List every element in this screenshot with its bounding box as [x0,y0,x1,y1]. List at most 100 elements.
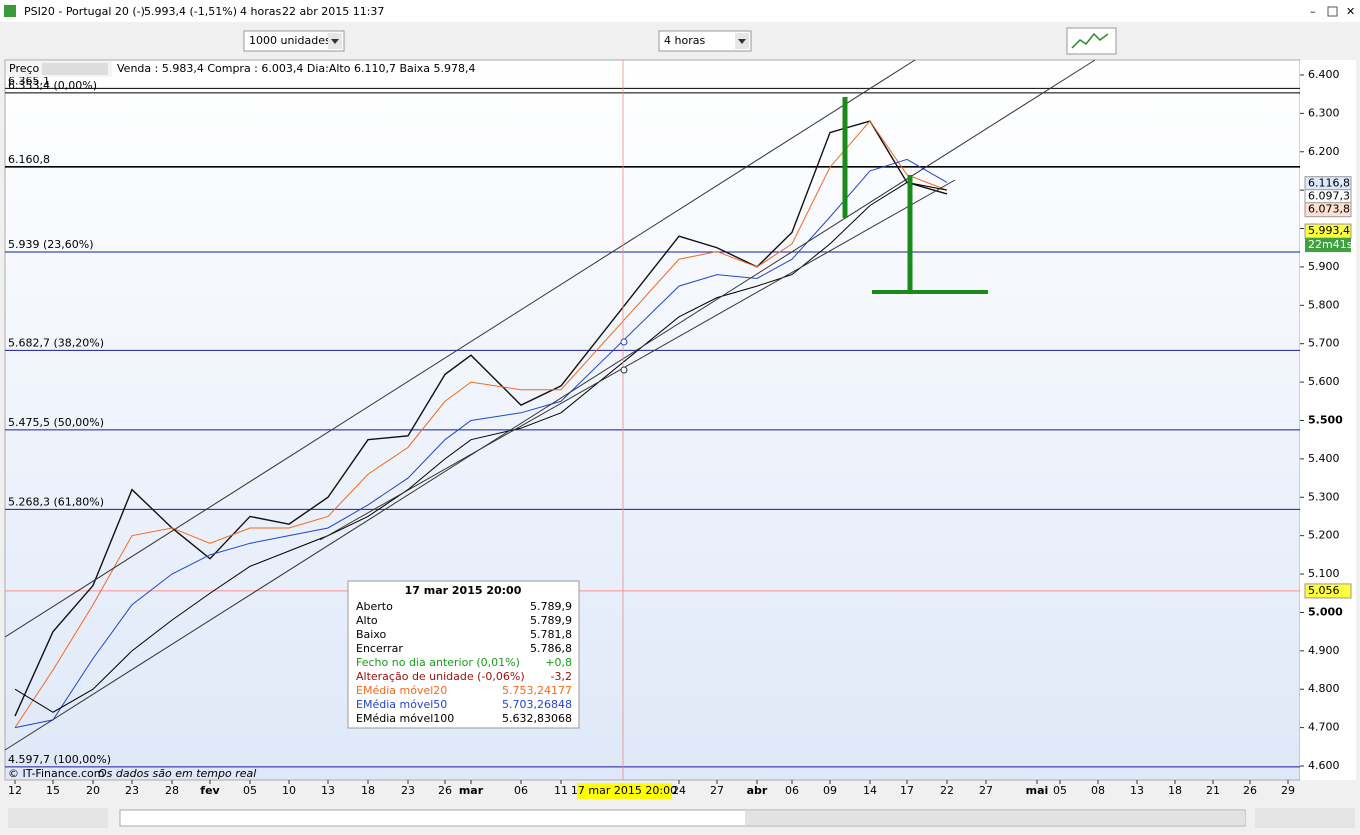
x-tick-label: 13 [1130,784,1144,797]
tooltip-key: Alteração de unidade (-0,06%) [356,670,525,683]
x-tick-label: 27 [710,784,724,797]
y-tick-label: 6.400 [1308,68,1340,81]
x-tick-label: 21 [1206,784,1220,797]
arrow-icon [738,39,746,44]
y-tick-label: 4.800 [1308,682,1340,695]
x-tick-label: 05 [243,784,257,797]
level-label: 6.365,1 [8,74,50,87]
realtime-note: Os dados são em tempo real [98,767,256,780]
tooltip-value: 5.789,9 [530,614,572,627]
x-tick-label: abr [747,784,768,797]
x-tick-label: 06 [514,784,528,797]
plot-area [4,59,1301,781]
channel-upper [4,59,916,638]
y-tick-label: 5.500 [1308,413,1343,426]
level-label: 5.475,5 (50,00%) [8,416,104,429]
crosshair-dot [620,338,628,346]
quantity-dropdown[interactable] [243,30,345,52]
x-tick-label: 12 [8,784,22,797]
crosshair-dot [620,366,628,374]
x-tick-label: 09 [823,784,837,797]
quantity-value: 1000 unidades [249,34,331,47]
x-tick-label: 18 [361,784,375,797]
interval-dropdown[interactable] [658,30,752,52]
tooltip-value: 5.786,8 [530,642,572,655]
tooltip-key: Encerrar [356,642,403,655]
arrow-icon [331,39,339,44]
countdown-tag [1305,238,1351,253]
series-line [14,120,948,717]
chart-label: Preço [9,62,40,75]
y-tick-label: 5.400 [1308,452,1340,465]
y-tick-label: 5.200 [1308,529,1340,542]
chart-tools[interactable] [42,63,108,75]
x-tick-label: 27 [979,784,993,797]
level-label: 5.682,7 (38,20%) [8,336,104,349]
crosshair-label: 17 mar 2015 20:00 [571,784,677,797]
level-label: 6.353,4 (0,00%) [8,79,97,92]
tooltip-key: EMédia móvel100 [356,712,454,725]
x-tick-label: mar [459,784,484,797]
x-tick-label: 11 [554,784,568,797]
scroll-thumb[interactable] [745,811,1245,825]
indicator-button[interactable] [1066,27,1117,55]
x-tick-label: fev [200,784,220,797]
y-tick-label: 5.900 [1308,260,1340,273]
tooltip: 17 mar 2015 20:00 Aberto 5.789,9 Alto 5.789… [347,580,580,729]
price-tag [1304,202,1352,218]
series-line [14,158,948,729]
tooltip-value: 5.703,26848 [502,698,572,711]
crosshair-tag [577,783,671,799]
channel-lower [4,59,1096,751]
zoom-buttons[interactable] [1255,808,1355,828]
y-tick-label: 5.600 [1308,375,1340,388]
close-button[interactable]: ✕ [1346,5,1355,18]
y-tick-label: 5.800 [1308,298,1340,311]
price-tag-label: 6.097,3 [1308,190,1350,203]
tooltip-key: Fecho no dia anterior (0,01%) [356,656,520,669]
y-tick-label: 5.300 [1308,490,1340,503]
level-tag-label: 5.056 [1308,584,1340,597]
x-tick-label: 23 [125,784,139,797]
maximize-button[interactable] [1327,6,1338,17]
x-tick-label: 26 [1243,784,1257,797]
minimize-button[interactable]: – [1310,5,1316,18]
tooltip-key: Baixo [356,628,387,641]
x-tick-label: 14 [863,784,877,797]
tooltip-value: -3,2 [551,670,572,683]
series-line [14,120,948,728]
tooltip-value: 5.753,24177 [502,684,572,697]
window-period: 4 horas [240,5,281,18]
window-quote: 5.993,4 (-1,51%) [144,5,237,18]
x-tick-label: 29 [1281,784,1295,797]
price-tag-label: 6.116,8 [1308,177,1350,190]
price-tag-label: 6.073,8 [1308,203,1350,216]
x-tick-label: 10 [282,784,296,797]
tooltip-value: 5.632,83068 [502,712,572,725]
tooltip-key: Aberto [356,600,393,613]
x-tick-label: 13 [321,784,335,797]
copyright: © IT-Finance.com [8,767,105,780]
tooltip-key: EMédia móvel20 [356,684,447,697]
window-title: PSI20 - Portugal 20 (-) [24,5,145,18]
x-tick-label: 24 [672,784,686,797]
level-tag [1304,583,1352,599]
tool-buttons[interactable] [8,808,108,828]
series-line [14,181,948,713]
x-tick-label: 28 [165,784,179,797]
tooltip-key: EMédia móvel50 [356,698,447,711]
indicator-icon [1071,32,1109,49]
y-tick-label: 5.700 [1308,337,1340,350]
y-tick-label: 4.900 [1308,644,1340,657]
tooltip-value: 5.789,9 [530,600,572,613]
trend-line [319,179,956,541]
level-label: 4.597,7 (100,00%) [8,753,111,766]
x-tick-label: 08 [1091,784,1105,797]
x-tick-label: 17 [900,784,914,797]
tooltip-box [347,580,580,729]
x-tick-label: 18 [1168,784,1182,797]
title-bar [0,0,1360,22]
x-tick-label: 22 [940,784,954,797]
